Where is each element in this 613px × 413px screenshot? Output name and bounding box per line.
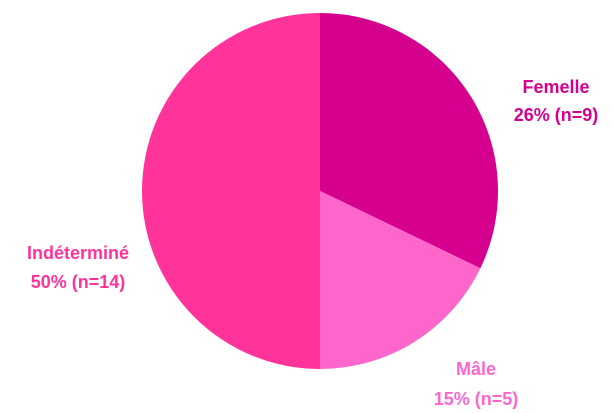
pie-slice: [320, 13, 498, 269]
slice-label: Femelle: [522, 77, 589, 97]
slice-value-label: 15% (n=5): [434, 389, 519, 409]
slice-value-label: 26% (n=9): [514, 105, 599, 125]
slice-label: Indéterminé: [27, 243, 129, 263]
pie-slice: [142, 13, 320, 369]
slice-label: Mâle: [456, 359, 496, 379]
pie-slice: [320, 191, 481, 369]
slice-value-label: 50% (n=14): [31, 272, 126, 292]
